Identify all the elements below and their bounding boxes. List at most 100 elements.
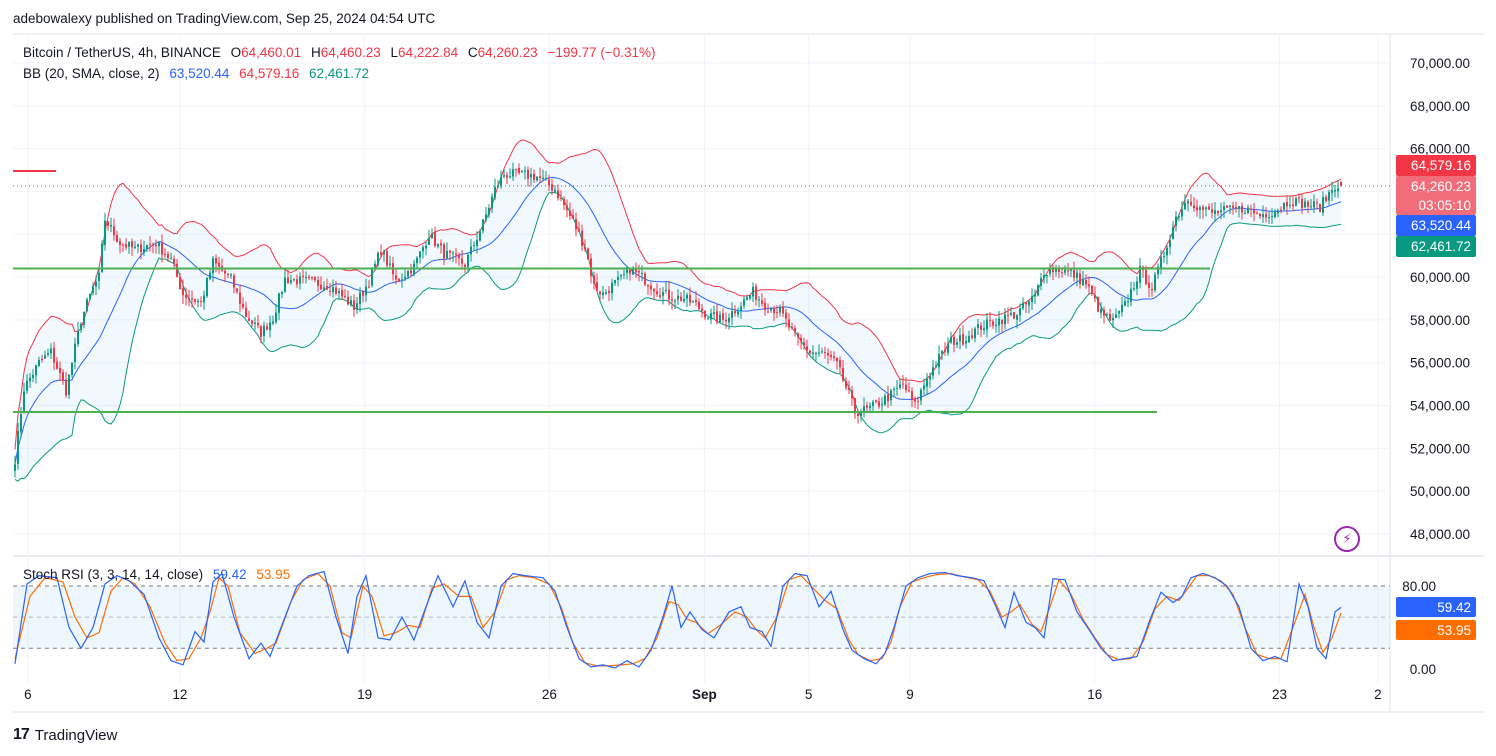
candle-body [170, 258, 172, 260]
badge-last-text: 03:05:10 [1418, 198, 1471, 213]
candle-body [95, 281, 97, 287]
candle-body [401, 279, 403, 281]
candle-body [833, 356, 835, 359]
candle-body [611, 282, 613, 294]
candle-body [122, 244, 124, 246]
tradingview-logo[interactable]: 17 TradingView [13, 726, 117, 744]
candle-body [746, 297, 748, 300]
candle-body [743, 299, 745, 306]
candle-body [380, 252, 382, 255]
bb-lower-line [14, 191, 1342, 482]
stoch-label[interactable]: Stoch RSI (3, 3, 14, 14, close) [23, 567, 204, 582]
candle-body [428, 238, 430, 245]
candle-body [386, 251, 388, 266]
candle-body [917, 400, 919, 402]
candle-body [824, 352, 826, 354]
candle-body [419, 251, 421, 258]
candle-body [677, 295, 679, 300]
candle-body [200, 300, 202, 302]
candle-body [515, 168, 517, 170]
candle-body [797, 333, 799, 337]
candle-body [293, 279, 295, 281]
candle-body [1331, 190, 1333, 193]
candle-body [602, 292, 604, 296]
candle-body [965, 340, 967, 344]
candle-body [908, 390, 910, 392]
candle-body [734, 311, 736, 314]
candle-body [953, 336, 955, 345]
candle-body [1310, 206, 1312, 208]
candle-body [1214, 210, 1216, 215]
candle-body [314, 277, 316, 281]
candle-body [167, 253, 169, 259]
stoch-legend[interactable]: Stoch RSI (3, 3, 14, 14, close) 59.42 53… [23, 567, 290, 582]
stoch-y-tick: 80.00 [1402, 579, 1436, 594]
candle-body [50, 348, 52, 354]
candle-body [764, 302, 766, 311]
candle-body [125, 243, 127, 248]
candle-body [770, 308, 772, 311]
bb-legend[interactable]: BB (20, SMA, close, 2) 63,520.44 64,579.… [23, 66, 369, 81]
candle-body [614, 280, 616, 284]
candle-body [1244, 213, 1246, 215]
candle-body [1043, 274, 1045, 278]
candle-body [1193, 205, 1195, 209]
candle-body [1301, 198, 1303, 209]
candle-body [260, 326, 262, 337]
badge-last-bg [1396, 176, 1476, 215]
candle-body [947, 343, 949, 353]
candle-body [440, 243, 442, 246]
y-tick-label: 58,000.00 [1410, 313, 1470, 328]
candle-body [23, 391, 25, 414]
candle-body [89, 293, 91, 299]
candle-body [881, 404, 883, 406]
candle-body [1052, 267, 1054, 273]
candle-body [26, 380, 28, 391]
candle-body [1313, 201, 1315, 208]
candle-body [1220, 210, 1222, 213]
candle-body [1055, 267, 1057, 272]
candle-body [941, 350, 943, 355]
candle-body [1073, 269, 1075, 278]
candle-body [695, 300, 697, 302]
candle-body [554, 189, 556, 192]
badge-basis-bg [1396, 215, 1476, 236]
candle-body [188, 298, 190, 300]
symbol-legend[interactable]: Bitcoin / TetherUS, 4h, BINANCE O64,460.… [23, 45, 656, 60]
candle-body [305, 277, 307, 279]
x-tick-label: 9 [906, 687, 914, 702]
candle-body [320, 284, 322, 290]
candle-body [1016, 315, 1018, 320]
lightning-icon[interactable]: ⚡ [1334, 526, 1360, 552]
candle-body [338, 291, 340, 293]
candle-body [566, 205, 568, 211]
candle-body [809, 350, 811, 354]
candle-body [1325, 196, 1327, 202]
candle-body [497, 186, 499, 188]
candle-body [755, 286, 757, 300]
x-tick-label: 19 [357, 687, 372, 702]
candle-body [350, 300, 352, 306]
candle-body [479, 231, 481, 241]
candle-body [605, 292, 607, 294]
candle-body [1217, 210, 1219, 214]
candle-body [752, 286, 754, 297]
symbol-name[interactable]: Bitcoin / TetherUS, 4h, BINANCE [23, 45, 221, 60]
candle-body [128, 242, 130, 247]
candle-body [131, 241, 133, 248]
candle-body [914, 398, 916, 402]
candle-body [1247, 207, 1249, 214]
candle-body [152, 244, 154, 246]
candle-body [728, 317, 730, 323]
candle-body [368, 286, 370, 288]
candle-body [173, 258, 175, 264]
candle-body [689, 295, 691, 303]
candle-body [182, 288, 184, 296]
low-value: 64,222.84 [398, 45, 459, 60]
bb-label[interactable]: BB (20, SMA, close, 2) [23, 66, 160, 81]
candle-body [575, 219, 577, 230]
candle-body [161, 242, 163, 255]
candle-body [932, 367, 934, 376]
x-tick-label: 16 [1087, 687, 1102, 702]
